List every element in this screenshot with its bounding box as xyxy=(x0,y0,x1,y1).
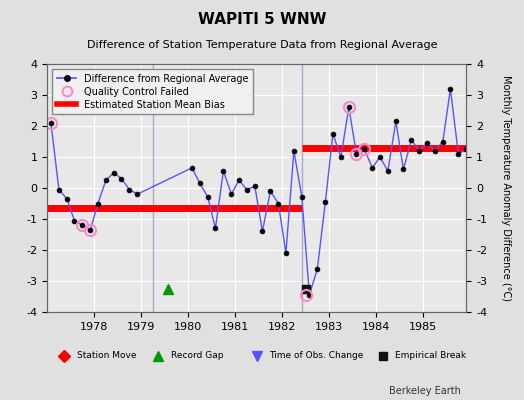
Y-axis label: Monthly Temperature Anomaly Difference (°C): Monthly Temperature Anomaly Difference (… xyxy=(501,75,511,301)
Text: Berkeley Earth: Berkeley Earth xyxy=(389,386,461,396)
Text: Empirical Break: Empirical Break xyxy=(395,352,466,360)
Text: Time of Obs. Change: Time of Obs. Change xyxy=(269,352,364,360)
Text: WAPITI 5 WNW: WAPITI 5 WNW xyxy=(198,12,326,27)
Legend: Difference from Regional Average, Quality Control Failed, Estimated Station Mean: Difference from Regional Average, Qualit… xyxy=(52,69,254,114)
Text: Difference of Station Temperature Data from Regional Average: Difference of Station Temperature Data f… xyxy=(87,40,437,50)
Text: Station Move: Station Move xyxy=(77,352,136,360)
Text: Record Gap: Record Gap xyxy=(171,352,223,360)
